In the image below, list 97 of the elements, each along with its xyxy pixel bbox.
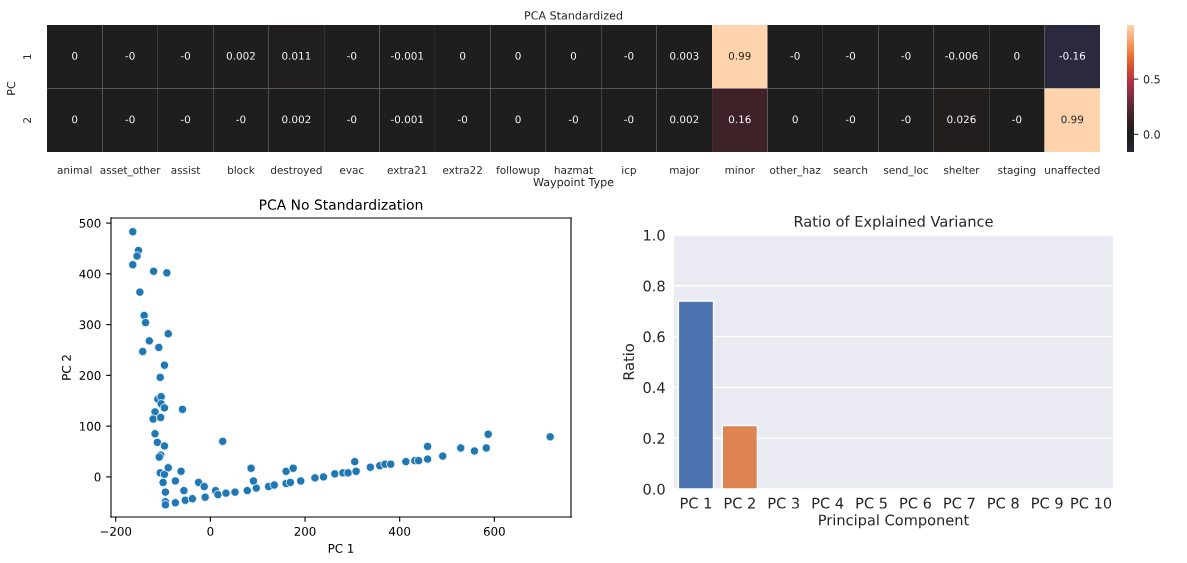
x-tick-label: icp — [622, 165, 636, 176]
x-tick-label: evac — [340, 167, 364, 174]
x-tick-label: staging — [998, 165, 1036, 176]
x-tick-label: PC 1 — [680, 497, 712, 509]
x-tick-label: search — [833, 165, 868, 174]
y-tick-label: 0.8 — [643, 280, 665, 292]
x-tick-label: 400 — [388, 526, 411, 536]
x-tick-label: followup — [496, 165, 540, 176]
x-tick-label: minor — [725, 165, 755, 174]
data-label: 0.99 — [1061, 115, 1084, 124]
y-axis-title: PC — [6, 81, 16, 95]
data-label: -0 — [790, 51, 800, 60]
chart-title: PCA No Standardization — [259, 199, 423, 210]
y-tick-label: 0.2 — [643, 432, 665, 444]
data-label: 0 — [72, 115, 78, 124]
y-tick-label: 1.0 — [644, 229, 665, 241]
data-label: -0 — [845, 115, 856, 124]
x-tick-label: shelter — [943, 165, 980, 174]
data-label: -0 — [347, 51, 357, 60]
color-bar-label: 0.0 — [1143, 130, 1160, 139]
data-label: 0 — [72, 51, 78, 60]
x-tick-label: 200 — [294, 526, 316, 536]
x-tick-label: PC 8 — [988, 497, 1019, 509]
y-tick-label: 100 — [80, 421, 101, 431]
data-label: -0 — [624, 115, 634, 124]
x-axis-title: PC 1 — [328, 543, 354, 553]
data-label: 0 — [1014, 51, 1020, 60]
x-tick-label: hazmat — [554, 165, 593, 174]
data-label: -0 — [1012, 115, 1022, 124]
data-label: -0 — [347, 115, 357, 124]
data-label: -0 — [180, 115, 191, 124]
data-label: -0 — [125, 115, 135, 124]
x-tick-label: destroyed — [270, 165, 322, 176]
data-label: -0 — [568, 115, 578, 124]
data-label: 0.16 — [728, 115, 751, 124]
x-tick-label: major — [670, 165, 700, 176]
y-tick-label: 0.6 — [643, 331, 665, 343]
x-tick-label: animal — [57, 165, 92, 174]
y-tick-label: 0 — [94, 472, 101, 482]
x-tick-label: send_loc — [883, 165, 929, 177]
y-tick-label: 400 — [79, 269, 101, 279]
data-label: 0 — [460, 51, 466, 60]
data-label: 0.002 — [282, 115, 311, 124]
data-label: -0 — [901, 115, 911, 124]
chart-title: Ratio of Explained Variance — [794, 215, 993, 230]
x-tick-label: PC 6 — [900, 497, 931, 509]
x-tick-label: unaffected — [1045, 165, 1100, 174]
color-bar-label: 0.5 — [1143, 75, 1160, 84]
x-tick-label: PC 9 — [1032, 497, 1063, 509]
y-tick-label: 1 — [23, 54, 31, 59]
data-label: -0.006 — [945, 51, 978, 60]
data-label: 0 — [515, 51, 521, 60]
data-label: -0 — [125, 51, 135, 60]
x-tick-label: asset_other — [100, 165, 161, 177]
data-label: 0.026 — [947, 115, 976, 124]
y-axis-title: Ratio — [622, 344, 635, 380]
data-label: 0.002 — [226, 51, 255, 60]
x-tick-label: block — [228, 165, 255, 174]
x-tick-label: 600 — [483, 526, 505, 536]
y-axis-title: PC 2 — [61, 355, 71, 380]
data-label: -0.001 — [390, 115, 424, 124]
x-tick-label: −200 — [100, 526, 132, 536]
data-label: 0 — [792, 115, 798, 124]
x-tick-label: extra22 — [443, 166, 482, 174]
y-tick-label: 0.0 — [643, 483, 665, 495]
x-tick-label: PC 7 — [944, 497, 975, 509]
data-label: 0 — [515, 115, 521, 124]
data-label: 0 — [570, 51, 577, 60]
y-tick-label: 500 — [79, 218, 101, 228]
x-tick-label: PC 2 — [724, 497, 755, 509]
y-tick-label: 300 — [79, 320, 101, 330]
x-tick-label: 0 — [207, 526, 214, 536]
data-label: -0 — [845, 51, 856, 60]
data-label: 0.011 — [282, 51, 311, 60]
data-label: -0 — [901, 51, 911, 60]
y-tick-label: 0.4 — [643, 382, 665, 394]
data-label: -0 — [624, 51, 634, 60]
y-tick-label: 2 — [23, 117, 31, 123]
data-label: -0.001 — [390, 51, 424, 60]
x-tick-label: PC 10 — [1071, 497, 1112, 509]
data-label: -0.16 — [1059, 51, 1086, 60]
x-axis-title: Waypoint Type — [533, 177, 614, 189]
y-tick-label: 200 — [79, 371, 101, 381]
data-label: -0 — [236, 115, 246, 124]
x-axis-title: Principal Component — [819, 514, 969, 529]
data-label: -0 — [457, 115, 468, 124]
data-label: 0.003 — [670, 51, 699, 60]
chart-title: PCA Standardized — [525, 11, 622, 20]
x-tick-label: other_haz — [770, 165, 821, 177]
data-label: -0 — [180, 51, 191, 60]
x-tick-label: assist — [171, 165, 201, 174]
x-tick-label: extra21 — [387, 166, 427, 174]
x-tick-label: PC 4 — [812, 497, 844, 509]
data-label: 0.002 — [670, 115, 699, 124]
x-tick-label: PC 3 — [768, 497, 800, 509]
x-tick-label: PC 5 — [856, 497, 887, 509]
data-label: 0.99 — [728, 51, 751, 60]
